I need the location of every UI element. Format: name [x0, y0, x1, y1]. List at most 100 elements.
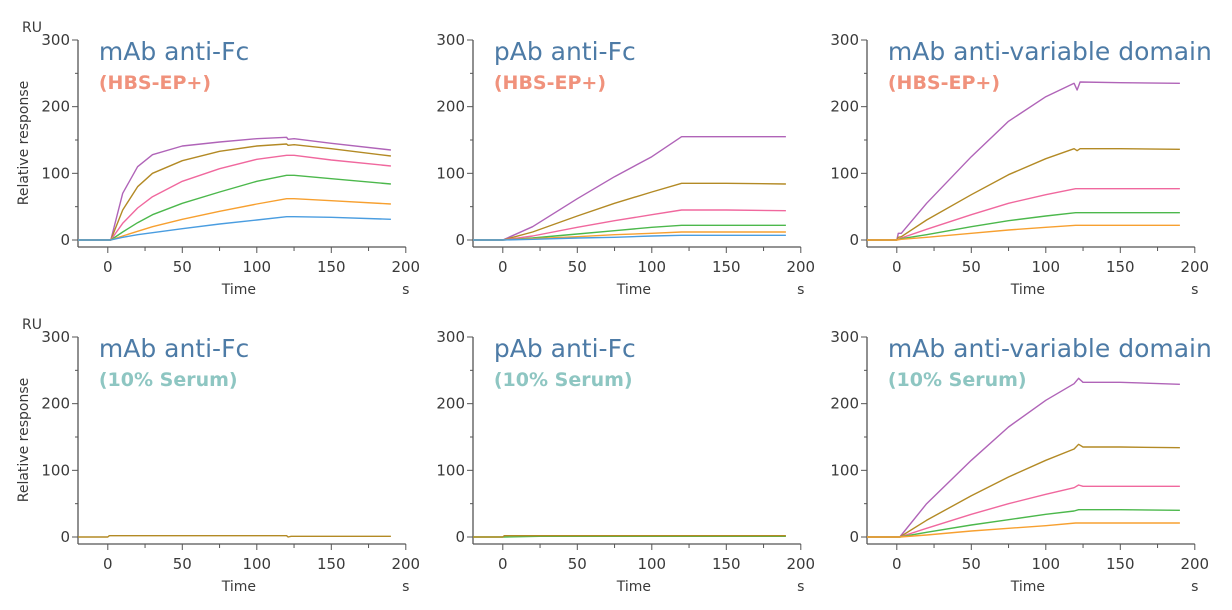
- subplot-title: mAb anti-variable domain: [888, 37, 1212, 66]
- y-tick-label: 300: [41, 31, 70, 49]
- series-line-1: [867, 81, 1180, 241]
- x-axis-unit: s: [797, 282, 804, 298]
- series-line-2: [867, 443, 1180, 538]
- x-tick-label: 50: [962, 555, 981, 573]
- subplot-1: 0 100 200 300 0 50 100 150 200 Time s RU Relative re…: [16, 20, 420, 298]
- x-tick-label: 50: [568, 258, 587, 276]
- y-tick-label: 300: [830, 31, 859, 49]
- subplot-subtitle: (HBS-EP+): [99, 72, 211, 94]
- y-tick-label: 200: [41, 98, 70, 116]
- y-tick-label: 200: [830, 395, 859, 413]
- x-tick-label: 150: [1106, 555, 1135, 573]
- y-tick-label: 0: [455, 528, 465, 546]
- y-tick-label: 200: [436, 395, 465, 413]
- x-axis-label: Time: [1010, 282, 1045, 298]
- y-tick-label: 100: [41, 164, 70, 182]
- x-tick-label: 150: [712, 555, 741, 573]
- series-line-1: [78, 136, 391, 241]
- subplot-subtitle: (10% Serum): [888, 369, 1027, 391]
- subplot-subtitle: (10% Serum): [99, 369, 238, 391]
- x-axis-unit: s: [1191, 579, 1198, 595]
- series-line-1: [473, 136, 786, 241]
- y-tick-label: 0: [60, 231, 70, 249]
- x-axis-label: Time: [221, 282, 256, 298]
- series-line-1: [78, 535, 391, 538]
- x-axis-unit: s: [402, 579, 409, 595]
- x-tick-label: 50: [962, 258, 981, 276]
- x-tick-label: 0: [892, 555, 902, 573]
- y-axis-label: Relative response: [16, 378, 32, 503]
- x-tick-label: 50: [568, 555, 587, 573]
- y-tick-label: 300: [830, 328, 859, 346]
- subplot-title: pAb anti-Fc: [494, 37, 636, 66]
- x-axis-unit: s: [402, 282, 409, 298]
- x-tick-label: 0: [498, 258, 508, 276]
- x-tick-label: 150: [712, 258, 741, 276]
- series-line-4: [78, 174, 391, 241]
- series-line-5: [867, 522, 1180, 538]
- series-line-5: [78, 198, 391, 241]
- x-axis-label: Time: [221, 579, 256, 595]
- series-line-2: [473, 535, 786, 538]
- y-tick-label: 200: [830, 98, 859, 116]
- x-tick-label: 150: [317, 555, 346, 573]
- subplot-4: 0 100 200 300 0 50 100 150 200 Time s RU Relative re…: [16, 317, 420, 595]
- subplot-5: 0 100 200 300 0 50 100 150 200 Time s pAb anti-Fc (1…: [436, 328, 815, 595]
- x-tick-label: 200: [391, 258, 420, 276]
- subplot-title: mAb anti-Fc: [99, 37, 249, 66]
- x-tick-label: 0: [892, 258, 902, 276]
- y-tick-label: 100: [830, 461, 859, 479]
- series-line-2: [473, 182, 786, 241]
- x-tick-label: 150: [317, 258, 346, 276]
- series-line-6: [473, 234, 786, 241]
- subplot-6: 0 100 200 300 0 50 100 150 200 Time s mAb anti-vari…: [830, 328, 1211, 595]
- x-tick-label: 100: [242, 258, 271, 276]
- x-tick-label: 0: [103, 258, 113, 276]
- y-tick-label: 0: [849, 231, 859, 249]
- y-tick-label: 300: [41, 328, 70, 346]
- x-axis-label: Time: [616, 579, 651, 595]
- series-line-3: [78, 154, 391, 241]
- y-tick-label: 200: [436, 98, 465, 116]
- y-tick-label: 200: [41, 395, 70, 413]
- x-tick-label: 200: [391, 555, 420, 573]
- series-line-6: [78, 216, 391, 241]
- series-line-2: [78, 143, 391, 241]
- y-axis-label: Relative response: [16, 81, 32, 206]
- series-line-1: [473, 535, 786, 538]
- series-line-2: [867, 148, 1180, 241]
- x-tick-label: 100: [1031, 555, 1060, 573]
- x-tick-label: 0: [103, 555, 113, 573]
- y-axis-unit: RU: [22, 20, 42, 36]
- y-tick-label: 100: [830, 164, 859, 182]
- y-axis-unit: RU: [22, 317, 42, 333]
- series-line-4: [867, 212, 1180, 241]
- y-tick-label: 0: [60, 528, 70, 546]
- subplot-2: 0 100 200 300 0 50 100 150 200 Time s pAb anti-Fc (H…: [436, 31, 815, 298]
- x-tick-label: 200: [786, 555, 815, 573]
- y-tick-label: 100: [436, 164, 465, 182]
- x-axis-unit: s: [797, 579, 804, 595]
- subplot-subtitle: (10% Serum): [494, 369, 633, 391]
- x-tick-label: 100: [637, 258, 666, 276]
- subplot-subtitle: (HBS-EP+): [888, 72, 1000, 94]
- series-line-1: [867, 377, 1180, 538]
- y-tick-label: 100: [436, 461, 465, 479]
- subplot-title: mAb anti-Fc: [99, 334, 249, 363]
- series-line-3: [867, 188, 1180, 241]
- x-tick-label: 0: [498, 555, 508, 573]
- series-line-5: [867, 224, 1180, 241]
- x-tick-label: 50: [173, 555, 192, 573]
- x-tick-label: 100: [242, 555, 271, 573]
- y-tick-label: 0: [455, 231, 465, 249]
- series-line-4: [867, 509, 1180, 538]
- x-axis-label: Time: [1010, 579, 1045, 595]
- y-tick-label: 100: [41, 461, 70, 479]
- subplot-subtitle: (HBS-EP+): [494, 72, 606, 94]
- y-tick-label: 300: [436, 31, 465, 49]
- y-tick-label: 300: [436, 328, 465, 346]
- subplot-3: 0 100 200 300 0 50 100 150 200 Time s mAb anti-vari…: [830, 31, 1211, 298]
- subplot-title: pAb anti-Fc: [494, 334, 636, 363]
